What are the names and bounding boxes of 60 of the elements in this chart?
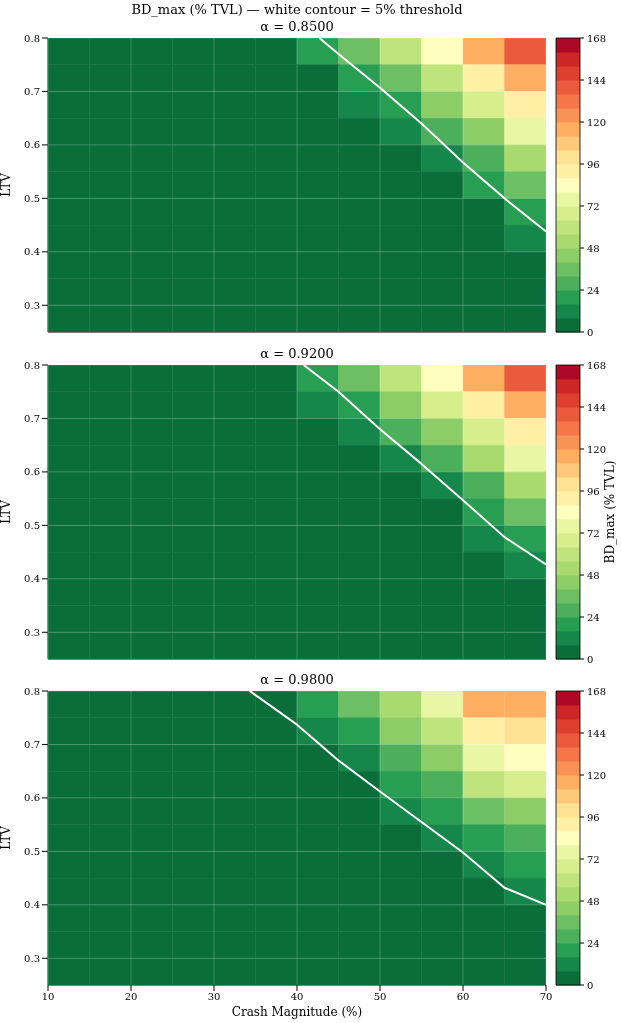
y-tick-label: 0.7 [24,739,40,750]
color-bar-label: 72 [587,200,600,212]
y-tick-label: 0.6 [24,792,40,804]
y-tick-label: 0.4 [24,246,40,258]
color-bar-label: 24 [587,611,600,623]
y-tick-label: 0.4 [24,573,40,585]
color-bar-label: 0 [587,326,594,338]
color-bar-label: 168 [587,685,607,697]
y-tick-label: 0.8 [24,359,40,371]
color-bar-label: 96 [587,158,600,170]
color-bar-label: 144 [587,727,607,739]
y-tick-label: 0.8 [24,32,40,44]
y-tick-label: 0.4 [24,899,40,911]
chart-title: BD_max (% TVL) — white contour = 5% threshold [130,2,464,17]
x-tick-label: 70 [539,991,553,1003]
color-bar-label: 24 [587,937,600,949]
color-bar-label: 120 [587,769,607,781]
x-tick-label: 10 [41,991,55,1003]
chart-title: α = 0.9800 [259,672,335,687]
y-axis-title: LTV [0,172,14,197]
color-bar-label: 72 [587,853,600,865]
color-bar-label: 168 [587,32,607,44]
color-bar-label: 96 [587,485,600,497]
x-tick-label: 50 [373,991,387,1003]
y-tick-label: 0.5 [24,519,40,531]
y-tick-label: 0.8 [24,685,40,697]
line-series [318,38,546,233]
x-axis-title: Crash Magnitude (%) [231,1005,363,1019]
y-tick-label: 0.3 [24,952,40,964]
y-axis-title: LTV [0,499,14,524]
x-tick-label: 40 [290,991,304,1003]
color-bar-label: 48 [587,242,600,254]
y-tick-label: 0.7 [24,86,40,97]
color-bar-label: 96 [587,811,600,823]
color-bar-label: 144 [587,74,607,86]
color-bar-label: 0 [587,979,594,991]
y-tick-label: 0.5 [24,845,40,857]
color-bar-label: 168 [587,359,607,371]
y-tick-label: 0.3 [24,626,40,638]
x-tick-label: 20 [124,991,138,1003]
y-tick-label: 0.6 [24,466,40,478]
y-tick-label: 0.5 [24,192,40,204]
chart-title: α = 0.9200 [259,346,335,361]
color-bar-label: 120 [587,116,607,128]
color-bar-label: 0 [587,653,594,665]
y-axis-title: LTV [0,825,14,850]
color-bar-title: BD_max (% TVL) [603,460,617,564]
chart-subtitle: α = 0.8500 [259,19,335,34]
y-tick-label: 0.6 [24,139,40,151]
color-bar-label: 144 [587,401,607,413]
line-series [302,365,546,566]
color-bar-label: 24 [587,284,600,296]
color-bar-label: 120 [587,443,607,455]
color-bar-label: 48 [587,895,600,907]
x-tick-label: 30 [207,991,221,1003]
x-tick-label: 60 [456,991,470,1003]
color-bar-label: 48 [587,569,600,581]
y-tick-label: 0.3 [24,299,40,311]
color-bar-label: 72 [587,527,600,539]
y-tick-label: 0.7 [24,413,40,424]
